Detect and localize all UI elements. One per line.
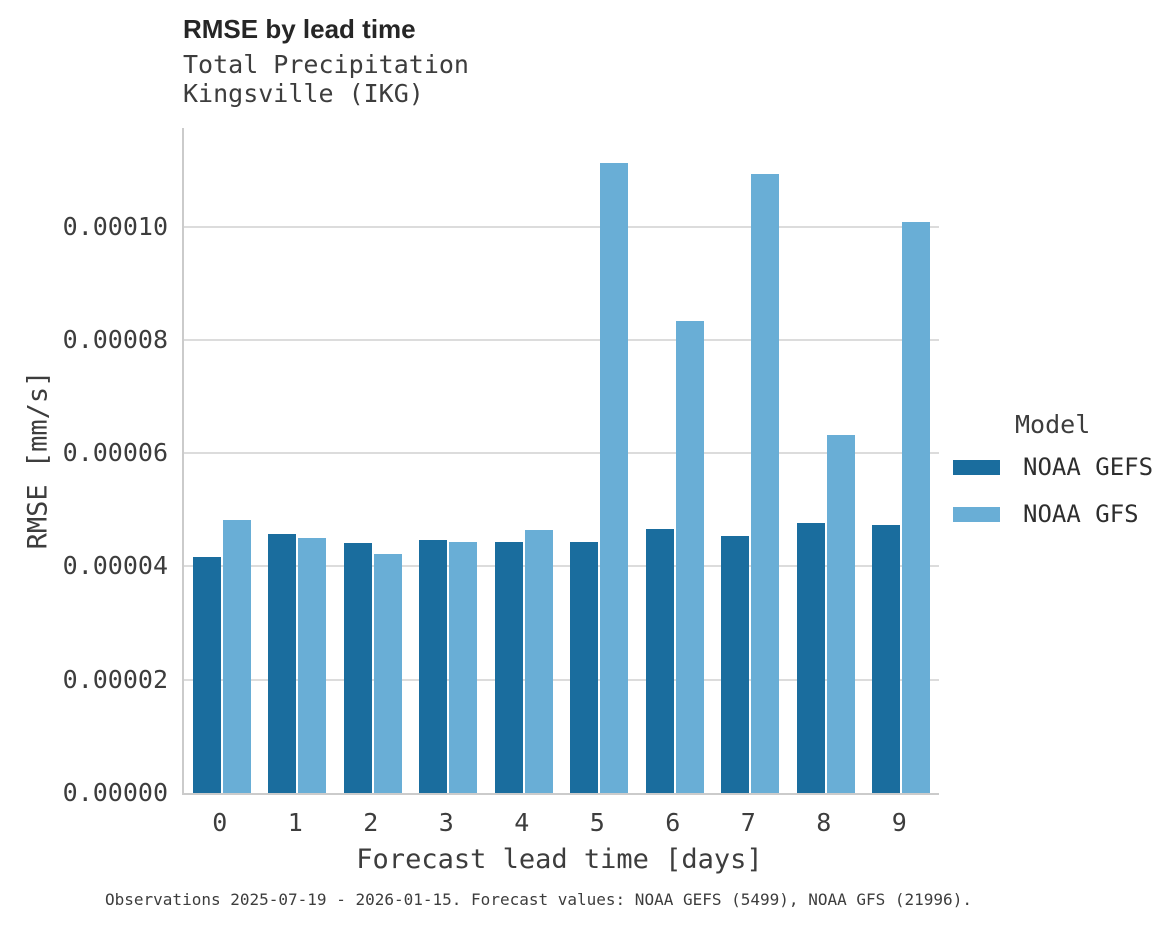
chart-title: RMSE by lead time [183, 14, 416, 44]
legend: Model NOAA GEFS NOAA GFS [953, 410, 1153, 547]
y-tick-label: 0.00004 [62, 551, 168, 581]
bar-noaa-gfs-lead-8 [826, 435, 855, 793]
x-tick-label: 9 [891, 808, 907, 837]
x-axis-label: Forecast lead time [days] [356, 844, 763, 875]
bar-noaa-gefs-lead-5 [570, 541, 599, 793]
legend-swatch-noaa-gfs [953, 506, 1000, 522]
legend-swatch-noaa-gefs [953, 459, 1000, 475]
y-tick-label: 0.00010 [62, 211, 168, 241]
x-tick-label: 7 [740, 808, 756, 837]
y-tick-label: 0.00006 [62, 438, 168, 468]
bar-noaa-gefs-lead-1 [268, 533, 297, 793]
bar-noaa-gefs-lead-3 [419, 540, 448, 793]
legend-item-label: NOAA GFS [1023, 500, 1139, 528]
bar-noaa-gefs-lead-0 [192, 556, 221, 793]
bar-noaa-gfs-lead-2 [373, 553, 402, 793]
bar-noaa-gfs-lead-7 [751, 174, 780, 793]
x-tick-label: 8 [816, 808, 832, 837]
legend-title: Model [1015, 410, 1091, 439]
x-tick-label: 0 [212, 808, 228, 837]
x-tick-label: 6 [665, 808, 681, 837]
bar-noaa-gefs-lead-6 [645, 529, 674, 793]
gridline [184, 678, 939, 681]
y-tick-label: 0.00002 [62, 664, 168, 694]
bar-noaa-gfs-lead-9 [902, 222, 931, 793]
bar-noaa-gfs-lead-3 [449, 542, 478, 793]
legend-item-noaa-gefs: NOAA GEFS [953, 453, 1153, 481]
bar-noaa-gfs-lead-0 [222, 519, 251, 793]
x-tick-label: 2 [363, 808, 379, 837]
bar-noaa-gfs-lead-1 [298, 538, 327, 793]
bar-noaa-gefs-lead-8 [796, 522, 825, 793]
bar-noaa-gfs-lead-5 [600, 162, 629, 793]
footer-caption: Observations 2025-07-19 - 2026-01-15. Fo… [105, 890, 972, 909]
chart-subtitle-line-1: Total Precipitation [183, 50, 469, 79]
gridline [184, 225, 939, 228]
legend-item-noaa-gfs: NOAA GFS [953, 500, 1153, 528]
y-tick-label: 0.00008 [62, 324, 168, 354]
bar-noaa-gefs-lead-7 [721, 536, 750, 793]
bar-noaa-gfs-lead-4 [524, 530, 553, 793]
gridline [184, 565, 939, 568]
bar-noaa-gfs-lead-6 [675, 321, 704, 793]
legend-item-label: NOAA GEFS [1023, 453, 1154, 481]
chart-subtitle: Total Precipitation Kingsville (IKG) [183, 50, 469, 108]
gridline [184, 452, 939, 455]
x-tick-label: 1 [287, 808, 303, 837]
bar-noaa-gefs-lead-2 [343, 542, 372, 793]
y-tick-label: 0.00000 [62, 778, 168, 807]
chart-subtitle-line-2: Kingsville (IKG) [183, 79, 424, 108]
plot-area [182, 128, 939, 795]
bar-noaa-gefs-lead-4 [494, 541, 523, 793]
bar-noaa-gefs-lead-9 [872, 525, 901, 793]
x-tick-label: 4 [514, 808, 530, 837]
x-tick-label: 3 [438, 808, 454, 837]
x-tick-label: 5 [589, 808, 605, 837]
gridline [184, 338, 939, 341]
